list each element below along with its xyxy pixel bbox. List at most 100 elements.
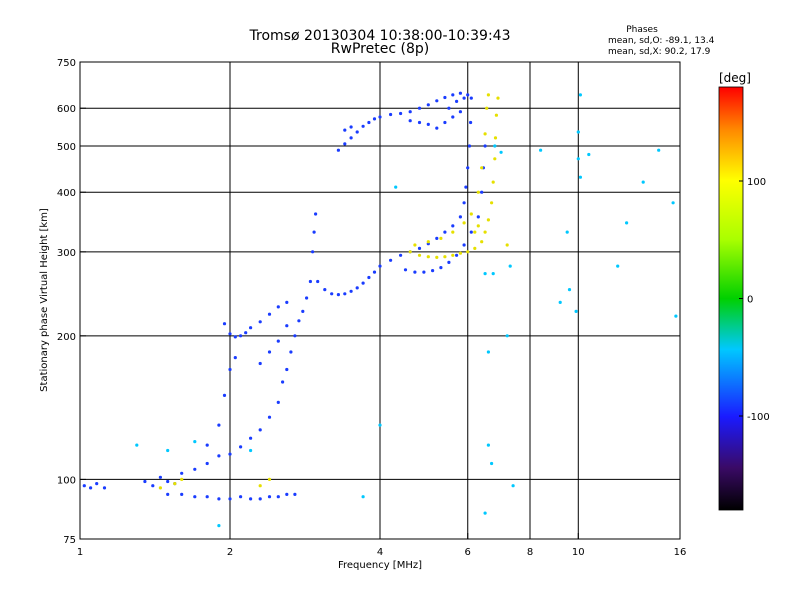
- data-point: [462, 201, 466, 205]
- data-point: [674, 314, 678, 318]
- data-point: [574, 309, 578, 313]
- data-point: [336, 293, 340, 297]
- data-point: [180, 477, 184, 481]
- data-point: [349, 125, 353, 129]
- data-point: [476, 190, 480, 194]
- data-point: [285, 300, 289, 304]
- data-point: [480, 240, 484, 244]
- data-point: [417, 120, 422, 125]
- data-point: [217, 423, 221, 427]
- data-point: [311, 250, 315, 254]
- data-point: [451, 253, 455, 257]
- data-point: [439, 236, 443, 240]
- data-points: [82, 91, 678, 528]
- data-point: [217, 524, 221, 528]
- data-point: [180, 471, 184, 475]
- data-point: [493, 157, 497, 161]
- data-point: [355, 286, 359, 290]
- data-point: [408, 119, 412, 123]
- data-point: [494, 113, 498, 117]
- y-tick-label: 500: [57, 142, 76, 153]
- data-point: [616, 264, 620, 268]
- data-point: [443, 120, 447, 125]
- data-point: [228, 367, 232, 372]
- y-tick-label: 300: [57, 248, 76, 259]
- data-point: [281, 380, 285, 384]
- data-point: [408, 110, 412, 114]
- data-point: [435, 236, 439, 240]
- data-point: [486, 218, 490, 222]
- data-point: [565, 230, 569, 234]
- data-point: [413, 270, 417, 274]
- data-point: [323, 288, 327, 292]
- data-point: [435, 255, 439, 259]
- data-point: [539, 148, 543, 152]
- data-point: [193, 467, 197, 471]
- data-point: [312, 230, 316, 234]
- data-point: [367, 275, 371, 280]
- data-point: [451, 115, 455, 119]
- data-point: [435, 99, 439, 103]
- data-point: [578, 175, 583, 179]
- data-point: [276, 400, 280, 404]
- data-point: [166, 479, 170, 484]
- data-point: [490, 201, 494, 205]
- y-tick-label: 400: [57, 188, 76, 199]
- data-point: [469, 212, 473, 216]
- data-point: [462, 221, 466, 225]
- x-tick-label: 8: [527, 547, 533, 558]
- data-point: [469, 96, 473, 100]
- data-point: [289, 350, 293, 354]
- data-point: [316, 279, 320, 284]
- data-point: [483, 132, 487, 136]
- x-tick-label: 2: [227, 547, 233, 558]
- x-tick-label: 4: [377, 547, 383, 558]
- data-point: [205, 461, 209, 466]
- data-point: [466, 93, 470, 97]
- data-point: [469, 230, 473, 234]
- data-point: [455, 99, 459, 103]
- data-point: [671, 201, 675, 205]
- data-point: [301, 309, 305, 313]
- data-point: [466, 166, 470, 170]
- data-point: [378, 115, 382, 119]
- data-point: [462, 243, 466, 247]
- data-point: [239, 445, 243, 449]
- data-point: [239, 495, 243, 499]
- data-point: [267, 415, 272, 419]
- data-point: [443, 255, 447, 259]
- data-point: [343, 142, 347, 146]
- data-point: [426, 255, 430, 259]
- data-point: [493, 136, 498, 140]
- data-point: [483, 230, 487, 234]
- data-point: [276, 305, 280, 309]
- data-point: [343, 128, 347, 132]
- data-point: [389, 112, 393, 117]
- data-point: [458, 91, 462, 95]
- data-point: [217, 454, 221, 458]
- data-point: [249, 448, 253, 453]
- data-point: [485, 106, 489, 110]
- stats-line-x: mean, sd,X: 90.2, 17.9: [608, 47, 711, 57]
- chart-title: Tromsø 20130304 10:38:00-10:39:43: [249, 28, 511, 44]
- data-point: [496, 96, 500, 100]
- data-point: [205, 443, 209, 447]
- data-point: [258, 497, 262, 501]
- data-point: [258, 361, 262, 366]
- y-tick-label: 750: [57, 58, 76, 69]
- data-point: [473, 230, 477, 234]
- data-point: [511, 484, 515, 488]
- grid-layer: [80, 62, 680, 539]
- y-tick-label: 200: [57, 332, 76, 343]
- data-point: [308, 279, 312, 284]
- x-tick-label: 10: [572, 547, 585, 558]
- data-point: [378, 264, 382, 268]
- data-point: [267, 477, 272, 481]
- data-point: [180, 492, 184, 496]
- y-tick-label: 600: [57, 104, 76, 115]
- data-point: [417, 106, 422, 110]
- data-point: [483, 511, 487, 515]
- data-point: [491, 180, 495, 184]
- data-point: [228, 452, 232, 456]
